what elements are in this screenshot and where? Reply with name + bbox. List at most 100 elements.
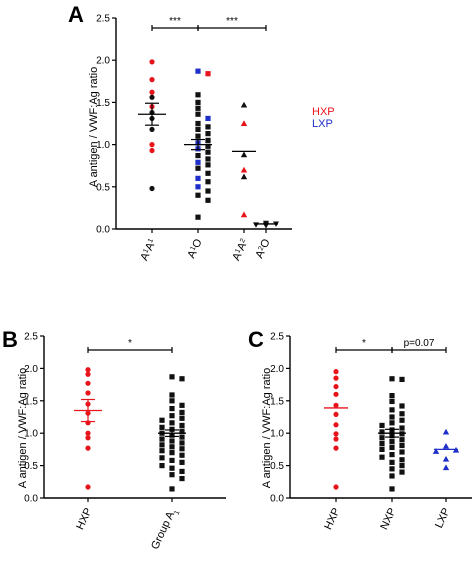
data-point	[159, 424, 165, 430]
data-point	[195, 133, 201, 139]
data-point	[179, 415, 185, 421]
panel-c-y-axis-label: A antigen / VWF:Ag ratio	[261, 368, 273, 488]
data-point	[169, 413, 175, 419]
data-point	[389, 420, 395, 426]
data-point	[333, 484, 339, 490]
data-point	[179, 440, 185, 446]
significance-label: p=0.07	[404, 338, 435, 349]
y-tick-label: 1.5	[24, 396, 38, 407]
data-point	[179, 422, 185, 429]
y-tick-label: 1.5	[96, 98, 110, 109]
y-tick-label: 0.5	[24, 461, 38, 472]
data-point	[195, 126, 201, 133]
panel-b-letter: B	[2, 327, 18, 352]
significance-label: *	[362, 338, 366, 349]
data-point	[333, 383, 339, 390]
y-tick-label: 0.0	[270, 494, 284, 505]
data-point	[195, 184, 201, 190]
y-tick-label: 2.5	[24, 332, 38, 343]
panel-c: C A antigen / VWF:Ag ratio 0.0 0.5 1.0 1.5 2…	[248, 327, 472, 532]
data-point	[333, 422, 339, 428]
data-point	[432, 448, 440, 454]
significance-label: ***	[169, 16, 181, 27]
panel-a-marks	[138, 59, 279, 229]
data-point	[149, 142, 155, 148]
category-label: A1O	[185, 237, 204, 260]
y-tick-label: 0.0	[24, 494, 38, 505]
data-point	[179, 376, 185, 382]
data-point	[389, 393, 395, 399]
data-point	[169, 472, 175, 478]
data-point	[389, 473, 395, 479]
significance-label: *	[128, 338, 132, 349]
data-point	[399, 411, 405, 417]
category-label: NXP	[378, 506, 398, 532]
legend-lxp: LXP	[312, 118, 333, 130]
data-point	[179, 475, 185, 482]
panel-a: A A antigen / VWF:Ag ratio 0.0 0.5 1.0 1.5 2…	[68, 2, 335, 263]
data-point	[149, 89, 155, 95]
data-point	[399, 437, 405, 443]
data-point	[333, 411, 339, 418]
data-point	[389, 444, 395, 451]
panel-b-significance: *	[87, 338, 173, 353]
data-point	[205, 188, 211, 194]
data-point	[333, 431, 339, 437]
data-point	[169, 444, 175, 450]
panel-b: B A antigen / VWF:Ag ratio 0.0 0.5 1.0 1.5 2…	[2, 327, 226, 551]
panel-a-y-axis-label: A antigen / VWF:Ag ratio	[88, 67, 100, 187]
data-point	[442, 428, 450, 435]
y-tick-label: 1.0	[270, 429, 284, 440]
panel-c-marks	[324, 369, 460, 492]
y-tick-label: 2.0	[24, 364, 38, 375]
data-point	[389, 459, 395, 465]
data-point	[389, 466, 395, 472]
data-point	[240, 120, 248, 127]
data-point	[149, 94, 155, 100]
y-tick-label: 1.0	[24, 429, 38, 440]
data-point	[240, 211, 248, 218]
data-point	[159, 448, 165, 454]
y-tick-label: 0.5	[270, 461, 284, 472]
y-tick-label: 2.5	[96, 14, 110, 25]
data-point	[379, 446, 385, 452]
data-point	[389, 376, 395, 382]
data-point	[389, 451, 395, 458]
data-point	[399, 449, 405, 455]
data-point	[333, 375, 339, 381]
data-point	[195, 159, 201, 165]
y-tick-label: 1.5	[270, 396, 284, 407]
data-point	[399, 376, 405, 383]
y-tick-label: 2.5	[270, 332, 284, 343]
data-point	[159, 436, 165, 442]
data-point	[442, 464, 450, 471]
data-point	[169, 405, 175, 412]
data-point	[195, 68, 201, 74]
category-label: A1A2	[230, 237, 250, 263]
panel-c-letter: C	[248, 327, 264, 352]
data-point	[179, 459, 185, 465]
panel-c-y-ticks: 0.0 0.5 1.0 1.5 2.0 2.5	[270, 332, 290, 505]
data-point	[169, 457, 175, 464]
data-point	[379, 422, 385, 429]
data-point	[159, 442, 165, 448]
category-label: HXP	[74, 506, 94, 532]
data-point	[195, 111, 201, 117]
panel-b-category-labels: HXP Group A1	[74, 506, 181, 551]
data-point	[179, 434, 185, 440]
data-point	[169, 438, 175, 444]
data-point	[333, 445, 339, 451]
data-point	[195, 92, 201, 98]
data-point	[169, 465, 175, 471]
category-label: LXP	[433, 506, 453, 530]
data-point	[389, 439, 395, 445]
data-point	[205, 131, 211, 137]
data-point	[85, 390, 91, 396]
data-point	[442, 455, 450, 462]
data-point	[205, 179, 211, 185]
data-point	[85, 371, 91, 377]
data-point	[159, 463, 165, 469]
data-point	[240, 101, 248, 108]
panel-c-category-labels: HXP NXP LXP	[322, 506, 452, 532]
